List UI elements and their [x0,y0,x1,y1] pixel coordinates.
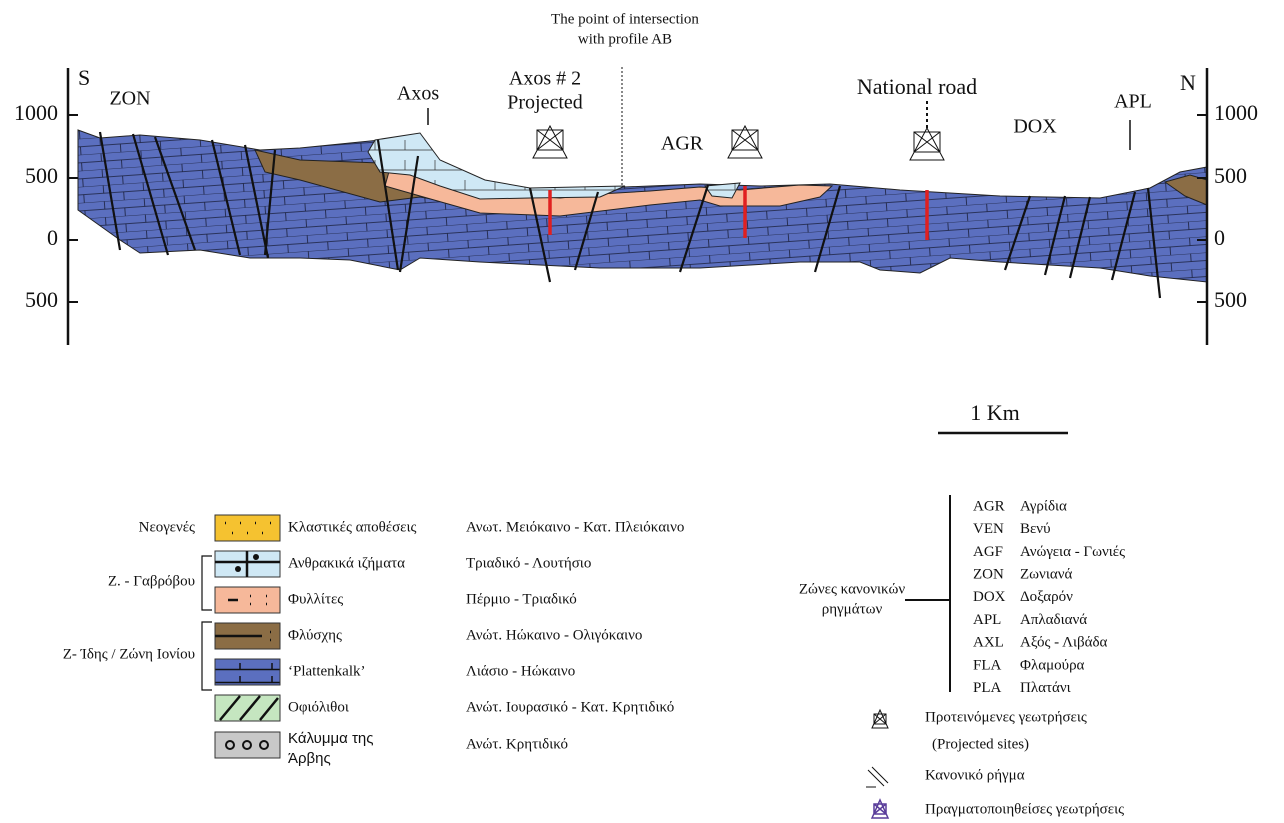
zones-title: ρηγμάτων [822,601,883,617]
place-label: Axos # 2 [509,68,581,90]
north-label: N [1180,70,1196,95]
zone-code: ZON [973,567,1004,583]
symbol-label: Κανονικό ρήγμα [925,767,1025,783]
symbol-label: (Projected sites) [932,736,1029,752]
legend-age: Ανώτ. Κρητιδικό [466,736,568,752]
y-tick-label: 1000 [14,100,58,125]
symbol-label: Πραγματοποιηθείσες γεωτρήσεις [925,801,1124,817]
swatch-pattern [235,566,241,572]
shape [905,495,950,692]
legend-label: Οφιόλιθοι [288,699,349,715]
place-label: APL [1114,91,1152,113]
zone-name: Αγρίδια [1020,498,1067,514]
legend-age: Ανωτ. Μειόκαινο - Κατ. Πλειόκαινο [466,519,684,535]
zone-name: Ζωνιανά [1020,567,1072,583]
scale-label: 1 Km [970,400,1020,425]
legend: Κλαστικές αποθέσεις Ανωτ. Μειόκαινο - Κατ… [202,515,684,767]
legend-label: Φυλλίτες [288,591,343,607]
cross-section-figure: S N 1000 500 0 500 1000 500 0 500 ZON Axos Axo… [0,0,1284,823]
legend-label: Κλαστικές αποθέσεις [288,519,416,535]
legend-age: Πέρμιο - Τριαδικό [466,591,577,607]
shape [533,126,944,160]
zone-code: APL [973,612,1001,628]
zone-code: DOX [973,589,1006,605]
place-label: National road [857,74,977,99]
legend-label: Κάλυμμα της [288,730,373,747]
group-label: Ζ- Ίδης / Ζώνη Ιονίου [63,646,195,662]
place-label: AGR [661,133,704,155]
legend-label: ‘Plattenkalk’ [288,663,365,679]
zone-name: Ανώγεια - Γωνιές [1020,544,1125,560]
place-label: DOX [1013,116,1057,138]
place-label: Axos [397,83,439,105]
legend-age: Τριαδικό - Λουτήσιο [466,555,591,571]
shape [533,126,567,158]
y-tick-label: 0 [47,225,58,250]
zones-title: Ζώνες κανονικών [799,581,905,597]
zone-name: Φλαμούρα [1020,657,1085,673]
shape [202,556,212,690]
y-tick-label: 0 [1214,225,1225,250]
zone-name: Δοξαρόν [1020,589,1073,605]
legend-label: Φλύσχης [288,627,342,643]
fault-zones: AGR Αγρίδια VEN Βενύ AGF Ανώγεια - Γωνιές ZON Ζ… [905,495,1125,696]
legend-age: Ανώτ. Ηώκαινο - Ολιγόκαινο [466,627,642,643]
zone-code: PLA [973,680,1002,696]
group-label: Νεογενές [139,519,195,535]
legend-label: Άρβης [288,750,331,767]
y-tick-label: 500 [1214,163,1247,188]
group-label: Ζ. - Γαβρόβου [108,573,195,589]
zone-name: Αξός - Λιβάδα [1020,635,1108,651]
shape [728,126,762,158]
zone-code: FLA [973,657,1002,673]
zone-name: Απλαδιανά [1020,612,1087,628]
swatch-pattern [253,554,259,560]
zone-code: AXL [973,635,1004,651]
legend-swatch [215,587,280,613]
legend-swatch [215,659,280,685]
shape [866,767,888,787]
y-tick-label: 500 [1214,287,1247,312]
annotation: with profile AB [578,31,672,47]
shape [872,800,888,818]
shape [872,710,888,728]
zone-name: Πλατάνι [1020,680,1071,696]
y-tick-label: 500 [25,163,58,188]
zone-name: Βενύ [1020,521,1051,537]
legend-swatch [215,515,280,541]
south-label: S [78,65,90,90]
legend-age: Ανώτ. Ιουρασικό - Κατ. Κρητιδικό [466,699,674,715]
zone-code: VEN [973,521,1004,537]
place-label: Projected [507,92,583,114]
symbol-icons [866,710,888,818]
annotation: The point of intersection [551,11,699,27]
symbol-label: Προτεινόμενες γεωτρήσεις [925,709,1087,725]
y-tick-label: 500 [25,287,58,312]
legend-swatch [215,732,280,758]
legend-label: Ανθρακικά ιζήματα [288,555,405,571]
y-tick-label: 1000 [1214,100,1258,125]
zone-code: AGF [973,544,1003,560]
zone-code: AGR [973,498,1005,514]
shape [910,128,944,160]
legend-age: Λιάσιο - Ηώκαινο [466,663,575,679]
place-label: ZON [109,88,150,110]
